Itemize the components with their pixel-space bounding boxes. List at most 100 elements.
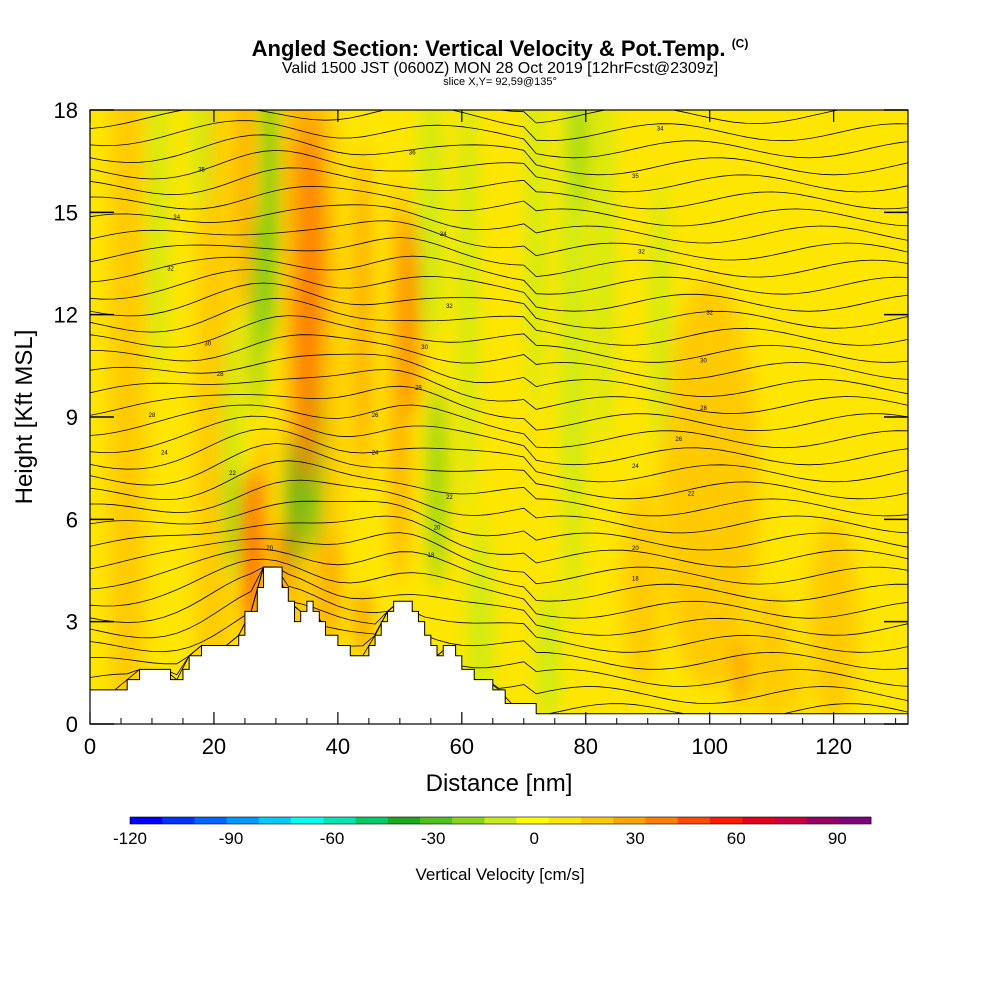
contour-label: 32 [638,249,645,255]
y-axis-label: Height [Kft MSL] [11,330,38,505]
colorbar-swatch [162,817,195,824]
contour-label: 28 [217,372,224,378]
colorbar-swatch [742,817,775,824]
chart-subtitle: Valid 1500 JST (0600Z) MON 28 Oct 2019 [… [281,60,719,77]
contour-label: 22 [688,491,695,497]
isentrope-line [90,428,908,483]
isentrope-line [90,515,908,568]
contour-label: 34 [657,126,664,132]
contour-label: 35 [198,167,205,173]
isentrope-line [90,548,908,602]
contour-label: 22 [446,495,453,501]
isentrope-line [90,110,908,125]
isentrope-line [90,334,908,380]
y-tick-label: 15 [54,200,78,225]
x-tick-label: 100 [691,734,728,759]
contour-label: 26 [372,413,379,419]
colorbar-swatch [838,817,872,824]
contour-label: 24 [632,464,639,470]
colorbar-swatch [226,817,260,824]
contour-label: 32 [446,304,453,310]
colorbar-swatch [613,817,646,824]
chart-title: Angled Section: Vertical Velocity & Pot.… [0,36,1000,62]
y-tick-label: 3 [66,610,78,635]
contour-label: 18 [632,577,639,583]
isentrope-line [90,185,908,227]
colorbar-swatch [677,817,711,824]
colorbar-tick-label: 30 [626,829,645,848]
colorbar-swatch [323,817,356,824]
terrain-profile [90,566,908,724]
plot-area: 34 36 35 35 34 34 32 32 32 32 30 30 30 28 28 28 26 28 24 24… [90,110,908,724]
isentrope-line [90,297,908,346]
x-tick-label: 20 [202,734,226,759]
colorbar-swatch [387,817,421,824]
colorbar-tick-label: 60 [727,829,746,848]
isentrope-line [90,532,908,585]
x-tick-label: 60 [450,734,474,759]
colorbar-swatch [581,817,614,824]
contour-label: 20 [266,546,273,552]
colorbar-swatch [774,817,807,824]
isentrope-line [90,149,908,193]
contour-label: 32 [167,266,174,272]
isentrope-line [90,204,908,244]
y-tick-label: 9 [66,405,78,430]
contour-label: 30 [204,341,211,347]
contour-label: 30 [421,345,428,351]
colorbar-swatch [291,817,324,824]
isentrope-line [90,479,908,534]
colorbar-swatch [484,817,517,824]
x-tick-label: 80 [574,734,598,759]
colorbar-tick-label: -60 [320,829,345,848]
contour-label: 24 [161,451,168,457]
isentrope-line [90,315,908,363]
isentrope-line [90,566,908,636]
x-tick-label: 40 [326,734,350,759]
contour-label: 24 [372,451,379,457]
contour-label: 22 [229,471,236,477]
contour-label: 34 [440,232,447,238]
contour-label: 30 [700,358,707,364]
isentrope-line [90,443,908,500]
isentrope-line [90,369,908,415]
isentrope-line [90,134,908,176]
contour-label: 32 [706,311,713,317]
isentrope-line [90,460,908,517]
isentrope-line [90,353,908,397]
contour-labels: 34 36 35 35 34 34 32 32 32 32 30 30 30 28 28 28 26 28 24 24… [149,126,714,582]
colorbar-swatch [645,817,678,824]
y-tick-label: 0 [66,712,78,737]
x-axis-label: Distance [nm] [426,770,573,797]
chart-title-text: Angled Section: Vertical Velocity & Pot.… [251,36,726,61]
isentrope-line [90,167,908,210]
title-suffix: (C) [731,36,749,51]
isentrope-line [90,385,908,432]
isentrope-line [90,237,908,278]
contour-label: 36 [409,150,416,156]
contour-label: 34 [173,215,180,221]
y-tick-label: 12 [54,303,78,328]
colorbar-swatch [419,817,453,824]
x-tick-label: 0 [84,734,96,759]
colorbar-swatch [709,817,743,824]
y-tick-label: 6 [66,507,78,532]
isentrope-line [90,220,908,261]
colorbar-frame [129,816,872,825]
isentrope-line [90,558,908,619]
isentrope-line [90,110,908,142]
chart-slice-label: slice X,Y= 92,59@135° [443,76,557,88]
colorbar-swatch [130,817,163,824]
colorbar-tick-label: -120 [113,829,147,848]
colorbar-tick-label: -30 [421,829,446,848]
x-tick-label: 120 [815,734,852,759]
isentrope-line [90,566,908,653]
isentrope-line [90,500,908,551]
colorbar-swatch [452,817,485,824]
contour-label: 28 [415,386,422,392]
contour-label: 28 [700,406,707,412]
isentrope-line [90,566,908,670]
colorbar-tick-label: 90 [828,829,847,848]
